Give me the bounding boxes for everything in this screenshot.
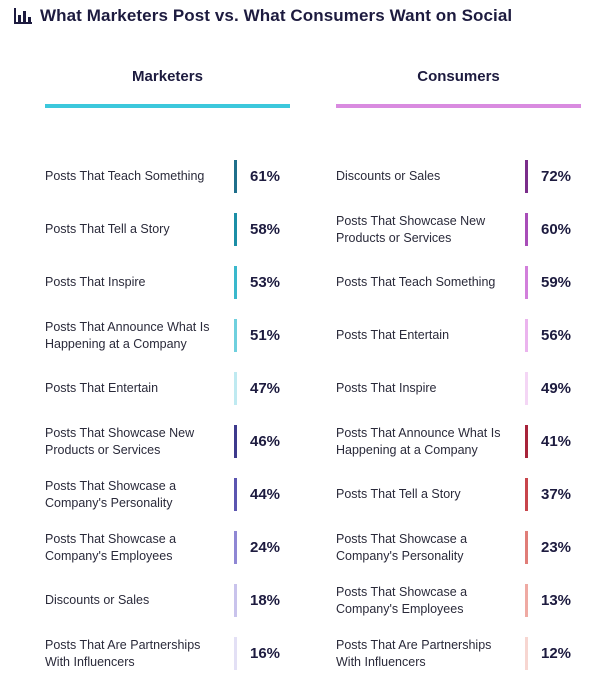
row-color-bar [234, 637, 237, 670]
row-label: Posts That Showcase a Company's Personal… [336, 531, 468, 563]
consumers-column: Consumers Discounts or Sales 72% Posts Tha… [336, 64, 581, 670]
row-label: Posts That Showcase a Company's Employee… [336, 584, 468, 616]
table-row: Posts That Showcase a Company's Personal… [45, 468, 290, 521]
chart-title: What Marketers Post vs. What Consumers W… [40, 6, 513, 25]
row-label: Discounts or Sales [336, 169, 441, 183]
row-value: 23% [541, 539, 572, 556]
table-row: Posts That Showcase New Products or Serv… [45, 415, 290, 468]
table-row: Posts That Entertain 56% [336, 309, 581, 362]
consumers-underline [336, 104, 581, 108]
table-row: Discounts or Sales 18% [45, 574, 290, 627]
row-label: Posts That Teach Something [336, 275, 496, 289]
row-label: Posts That Showcase New Products or Serv… [45, 425, 195, 457]
chart-title-row: What Marketers Post vs. What Consumers W… [14, 6, 512, 26]
row-label: Posts That Tell a Story [336, 487, 461, 501]
row-label: Discounts or Sales [45, 593, 150, 607]
table-row: Discounts or Sales 72% [336, 150, 581, 203]
row-value: 13% [541, 592, 572, 609]
table-row: Posts That Teach Something 61% [45, 150, 290, 203]
table-row: Posts That Inspire 49% [336, 362, 581, 415]
row-value: 59% [541, 274, 572, 291]
row-value: 12% [541, 645, 572, 662]
row-value: 44% [250, 486, 281, 503]
row-color-bar [525, 266, 528, 299]
row-value: 18% [250, 592, 281, 609]
row-label: Posts That Tell a Story [45, 222, 170, 236]
bar-chart-icon [14, 8, 32, 24]
row-value: 51% [250, 327, 281, 344]
row-label: Posts That Inspire [336, 381, 437, 395]
table-row: Posts That Teach Something 59% [336, 256, 581, 309]
table-row: Posts That Announce What Is Happening at… [336, 415, 581, 468]
table-row: Posts That Inspire 53% [45, 256, 290, 309]
row-value: 46% [250, 433, 281, 450]
row-value: 56% [541, 327, 572, 344]
consumers-heading: Consumers [417, 68, 500, 85]
row-value: 72% [541, 168, 572, 185]
row-color-bar [234, 160, 237, 193]
row-value: 37% [541, 486, 572, 503]
row-color-bar [525, 160, 528, 193]
row-label: Posts That Announce What Is Happening at… [45, 319, 210, 351]
table-row: Posts That Showcase a Company's Employee… [45, 521, 290, 574]
row-color-bar [234, 584, 237, 617]
row-color-bar [234, 425, 237, 458]
row-label: Posts That Announce What Is Happening at… [336, 425, 501, 457]
table-row: Posts That Tell a Story 58% [45, 203, 290, 256]
row-label: Posts That Showcase New Products or Serv… [336, 213, 486, 245]
row-color-bar [525, 637, 528, 670]
row-label: Posts That Showcase a Company's Personal… [45, 478, 177, 510]
row-color-bar [525, 531, 528, 564]
row-label: Posts That Entertain [336, 328, 450, 342]
row-color-bar [234, 531, 237, 564]
table-row: Posts That Showcase a Company's Personal… [336, 521, 581, 574]
table-row: Posts That Showcase New Products or Serv… [336, 203, 581, 256]
row-color-bar [525, 372, 528, 405]
row-color-bar [234, 266, 237, 299]
row-color-bar [525, 213, 528, 246]
marketers-heading: Marketers [132, 68, 203, 85]
row-color-bar [234, 478, 237, 511]
row-label: Posts That Are Partnerships With Influen… [336, 637, 492, 669]
row-color-bar [525, 584, 528, 617]
row-label: Posts That Teach Something [45, 169, 205, 183]
row-color-bar [525, 478, 528, 511]
table-row: Posts That Showcase a Company's Employee… [336, 574, 581, 627]
row-label: Posts That Entertain [45, 381, 159, 395]
row-value: 41% [541, 433, 572, 450]
row-value: 60% [541, 221, 572, 238]
row-label: Posts That Inspire [45, 275, 146, 289]
table-row: Posts That Announce What Is Happening at… [45, 309, 290, 362]
marketers-column: Marketers Posts That Teach Something 61% P… [45, 64, 290, 670]
row-color-bar [525, 425, 528, 458]
table-row: Posts That Are Partnerships With Influen… [45, 627, 290, 680]
row-value: 24% [250, 539, 281, 556]
row-value: 16% [250, 645, 281, 662]
row-label: Posts That Are Partnerships With Influen… [45, 637, 201, 669]
row-value: 47% [250, 380, 281, 397]
table-row: Posts That Are Partnerships With Influen… [336, 627, 581, 680]
row-value: 53% [250, 274, 281, 291]
table-row: Posts That Tell a Story 37% [336, 468, 581, 521]
row-color-bar [234, 319, 237, 352]
row-color-bar [234, 213, 237, 246]
row-value: 49% [541, 380, 572, 397]
row-color-bar [234, 372, 237, 405]
marketers-underline [45, 104, 290, 108]
table-row: Posts That Entertain 47% [45, 362, 290, 415]
row-label: Posts That Showcase a Company's Employee… [45, 531, 177, 563]
row-color-bar [525, 319, 528, 352]
row-value: 58% [250, 221, 281, 238]
row-value: 61% [250, 168, 281, 185]
